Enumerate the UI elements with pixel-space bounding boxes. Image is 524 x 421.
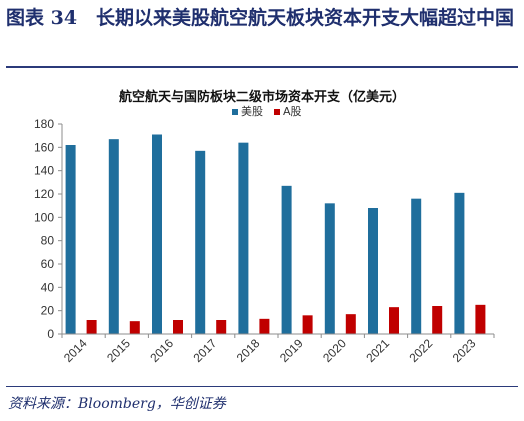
x-tick-label: 2023 [450, 336, 479, 365]
bar-A股-2014 [86, 320, 97, 334]
bar-A股-2015 [129, 321, 140, 334]
y-tick-label: 140 [34, 164, 54, 178]
y-tick-label: 180 [34, 117, 54, 131]
bar-A股-2016 [173, 320, 183, 334]
x-tick-label: 2018 [234, 336, 263, 365]
bar-美股-2021 [368, 208, 378, 334]
chart-title: 航空航天与国防板块二级市场资本开支（亿美元） [118, 90, 405, 105]
bar-美股-2020 [324, 203, 335, 334]
bar-美股-2023 [454, 192, 465, 334]
bar-美股-2014 [65, 145, 76, 334]
bar-A股-2023 [475, 304, 486, 334]
source-note: 资料来源：Bloomberg，华创证券 [8, 396, 226, 412]
y-tick-label: 0 [47, 327, 54, 341]
x-tick-label: 2017 [191, 336, 220, 365]
bar-美股-2019 [281, 185, 292, 334]
y-tick-label: 80 [41, 234, 55, 248]
x-tick-label: 2014 [61, 336, 90, 365]
title-divider [6, 66, 518, 68]
legend-label: 美股 [241, 105, 263, 118]
y-tick-label: 160 [34, 140, 54, 154]
y-tick-label: 60 [41, 257, 55, 271]
x-axis: 2014 2015 2016 2017 2018 2019 2020 2021 2022 2023 [61, 333, 495, 365]
bar-美股-2022 [411, 198, 422, 334]
x-tick-label: 2015 [104, 336, 133, 365]
x-tick-label: 2021 [363, 336, 392, 365]
bar-A股-2017 [216, 320, 227, 334]
x-tick-label: 2016 [147, 336, 176, 365]
bar-美股-2018 [238, 142, 249, 334]
bar-A股-2022 [432, 306, 443, 334]
figure-title: 图表 34 长期以来美股航空航天板块资本开支大幅超过中国 [6, 7, 515, 29]
bar-美股-2015 [108, 139, 119, 334]
legend-swatch [232, 109, 238, 115]
legend-swatch [274, 109, 280, 115]
y-tick-label: 120 [34, 187, 54, 201]
source-divider [6, 386, 518, 387]
x-tick-label: 2020 [320, 336, 349, 365]
bar-A股-2021 [389, 307, 399, 334]
y-axis: 0 20 40 60 80 100 120 140 160 180 [34, 117, 63, 341]
x-tick-label: 2019 [277, 336, 306, 365]
bar-美股-2016 [152, 134, 162, 334]
legend-label: A股 [283, 105, 302, 118]
chart-legend: 美股 A股 [232, 105, 302, 118]
x-tick-label: 2022 [407, 336, 436, 365]
y-tick-label: 20 [41, 304, 55, 318]
bar-美股-2017 [195, 150, 206, 334]
y-tick-label: 100 [34, 210, 54, 224]
bar-A股-2020 [345, 314, 356, 334]
bar-A股-2019 [302, 315, 313, 334]
y-tick-label: 40 [41, 280, 55, 294]
bar-A股-2018 [259, 318, 270, 334]
bars [65, 134, 486, 334]
